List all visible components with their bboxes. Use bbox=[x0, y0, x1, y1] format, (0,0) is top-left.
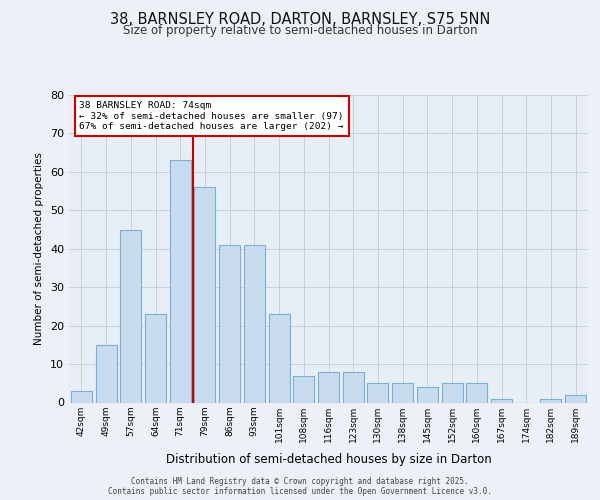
Bar bbox=[120, 230, 141, 402]
Bar bbox=[541, 398, 562, 402]
Bar bbox=[491, 398, 512, 402]
Text: 38 BARNSLEY ROAD: 74sqm
← 32% of semi-detached houses are smaller (97)
67% of se: 38 BARNSLEY ROAD: 74sqm ← 32% of semi-de… bbox=[79, 101, 344, 131]
Bar bbox=[417, 387, 438, 402]
Bar bbox=[219, 245, 240, 402]
Bar bbox=[318, 372, 339, 402]
Bar bbox=[170, 160, 191, 402]
Y-axis label: Number of semi-detached properties: Number of semi-detached properties bbox=[34, 152, 44, 345]
Text: 38, BARNSLEY ROAD, DARTON, BARNSLEY, S75 5NN: 38, BARNSLEY ROAD, DARTON, BARNSLEY, S75… bbox=[110, 12, 490, 28]
Bar bbox=[145, 314, 166, 402]
Bar bbox=[244, 245, 265, 402]
Bar bbox=[367, 384, 388, 402]
Bar bbox=[95, 345, 116, 403]
Bar bbox=[442, 384, 463, 402]
Bar bbox=[194, 187, 215, 402]
Bar bbox=[269, 314, 290, 402]
Bar bbox=[343, 372, 364, 402]
Bar bbox=[392, 384, 413, 402]
X-axis label: Distribution of semi-detached houses by size in Darton: Distribution of semi-detached houses by … bbox=[166, 453, 491, 466]
Bar bbox=[466, 384, 487, 402]
Bar bbox=[293, 376, 314, 402]
Bar bbox=[565, 395, 586, 402]
Bar bbox=[71, 391, 92, 402]
Text: Contains HM Land Registry data © Crown copyright and database right 2025.
Contai: Contains HM Land Registry data © Crown c… bbox=[108, 476, 492, 496]
Text: Size of property relative to semi-detached houses in Darton: Size of property relative to semi-detach… bbox=[123, 24, 477, 37]
